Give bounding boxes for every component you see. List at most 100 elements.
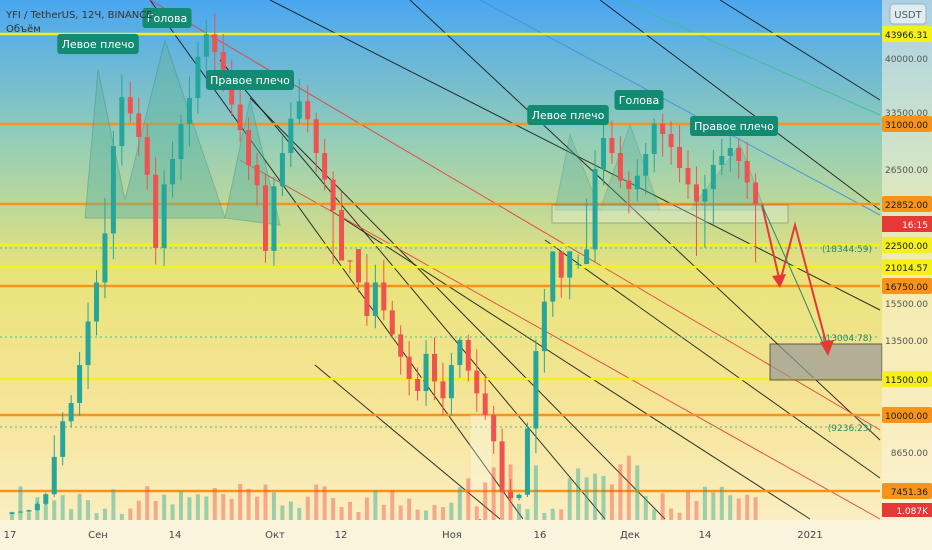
- currency-badge-box: [889, 3, 927, 25]
- candle-body-84: [719, 156, 725, 165]
- candle-body-11: [102, 233, 108, 283]
- volume-bar-75: [643, 496, 648, 520]
- volume-bar-35: [305, 496, 310, 520]
- candle-body-55: [474, 370, 480, 394]
- candle-body-78: [668, 134, 674, 147]
- volume-bar-65: [559, 509, 564, 520]
- volume-bar-19: [170, 504, 175, 520]
- volume-bar-68: [584, 477, 589, 520]
- candle-body-71: [609, 138, 615, 153]
- y-tick-label-1: 33500.00: [885, 109, 928, 119]
- volume-bar-2: [26, 512, 31, 520]
- candle-body-86: [736, 148, 742, 161]
- x-tick-label-7: Дек: [620, 530, 640, 541]
- candle-body-63: [541, 301, 547, 352]
- channel-line-8: [719, 0, 881, 101]
- volume-bar-34: [297, 507, 302, 520]
- candle-body-22: [195, 56, 201, 98]
- range-box-upper: [551, 204, 789, 224]
- candle-body-15: [136, 113, 142, 137]
- volume-bar-15: [136, 500, 141, 520]
- annotation-box-0: [57, 34, 139, 54]
- candle-body-80: [685, 168, 691, 185]
- volume-bar-67: [576, 468, 581, 520]
- volume-bar-37: [322, 486, 327, 520]
- currency-badge: USDT: [894, 10, 922, 21]
- price-label-2: 22852.00: [885, 201, 928, 211]
- candle-body-46: [398, 334, 404, 357]
- candle-body-31: [271, 186, 277, 251]
- channel-line-12: [239, 159, 881, 520]
- candle-body-50: [432, 353, 437, 382]
- volume-bar-12: [111, 489, 116, 520]
- forecast-arrow-head-1: [772, 274, 786, 288]
- candle-body-51: [440, 381, 446, 399]
- countdown-label: 16:15: [902, 221, 928, 231]
- price-label-bg-5: [882, 278, 932, 294]
- volume-bar-81: [694, 501, 699, 520]
- volume-bar-9: [86, 500, 91, 520]
- candle-body-85: [727, 148, 733, 156]
- candle-body-44: [381, 282, 387, 311]
- candle-body-37: [322, 153, 328, 180]
- candle-body-49: [423, 353, 429, 391]
- volume-bar-58: [500, 472, 505, 520]
- volume-bar-43: [373, 490, 378, 520]
- channel-line-1: [219, 59, 606, 520]
- price-label-6: 11500.00: [885, 376, 928, 386]
- candle-body-56: [482, 393, 488, 415]
- price-label-8: 7451.36: [891, 488, 928, 498]
- volume-bar-25: [221, 493, 226, 520]
- candle-body-62: [533, 351, 539, 429]
- price-label-bg-3: [882, 237, 932, 253]
- volume-bar-22: [195, 494, 200, 520]
- volume-bar-60: [517, 503, 521, 520]
- candle-body-28: [246, 130, 252, 165]
- annotation-label-1: Голова: [147, 12, 187, 25]
- volume-bar-47: [407, 498, 412, 520]
- volume-bar-20: [179, 491, 183, 520]
- candle-body-75: [643, 154, 649, 176]
- candle-body-59: [508, 491, 514, 499]
- volume-bar-39: [339, 507, 344, 520]
- channel-line-3: [314, 364, 501, 520]
- candle-body-88: [753, 182, 759, 204]
- volume-bar-4: [43, 502, 48, 520]
- channel-line-13: [479, 0, 881, 216]
- volume-bar-70: [601, 476, 606, 520]
- highlight-box: [469, 414, 493, 491]
- price-label-bg-8: [882, 483, 932, 499]
- volume-bar-38: [331, 498, 336, 520]
- candle-body-77: [660, 123, 666, 134]
- candle-body-34: [296, 101, 302, 119]
- channel-line-10: [329, 209, 811, 520]
- pattern-left: [84, 38, 226, 219]
- price-label-bg-2: [882, 196, 932, 212]
- x-tick-label-4: 12: [335, 530, 348, 541]
- channel-line-9: [544, 239, 881, 479]
- candle-body-25: [220, 51, 226, 78]
- candle-body-79: [677, 147, 683, 168]
- volume-bar-74: [635, 465, 640, 520]
- volume-bar-41: [356, 512, 361, 520]
- dotted-level-label-1: (13004.78): [822, 334, 872, 344]
- countdown-bg: [882, 216, 932, 232]
- candle-body-24: [212, 34, 218, 52]
- y-tick-label-0: 40000.00: [885, 55, 928, 65]
- volume-bar-83: [711, 492, 716, 520]
- candle-body-42: [364, 282, 370, 316]
- volume-bar-54: [466, 478, 471, 520]
- candle-body-45: [389, 310, 395, 335]
- forecast-path-alt: [761, 204, 829, 356]
- dotted-level-label-2: (9236.23): [828, 424, 872, 434]
- candle-body-19: [170, 159, 176, 185]
- candle-body-72: [617, 153, 623, 181]
- volume-bar-78: [669, 508, 674, 520]
- volume-bar-0: [10, 514, 14, 520]
- y-tick-label-4: 15500.00: [885, 300, 928, 310]
- candle-body-82: [702, 189, 708, 202]
- candle-body-58: [499, 441, 505, 492]
- volume-bar-79: [677, 512, 682, 520]
- x-tick-label-8: 14: [699, 530, 712, 541]
